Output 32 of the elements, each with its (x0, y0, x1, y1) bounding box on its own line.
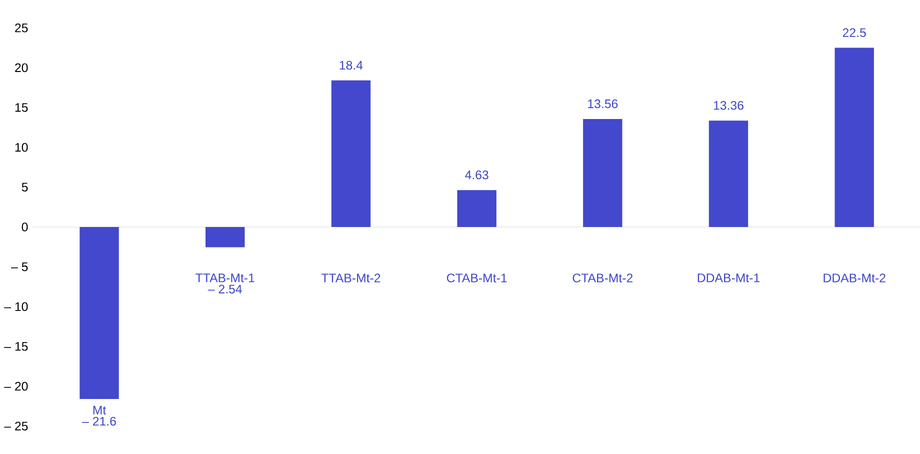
data-label: – 2.54 (208, 284, 242, 294)
data-label: 4.63 (465, 170, 488, 180)
bar (80, 226, 119, 400)
y-tick-label: 10 (15, 142, 28, 152)
x-tick-label: CTAB-Mt-1 (446, 274, 507, 282)
x-tick-label: Mt (93, 406, 106, 414)
bar (834, 48, 874, 227)
y-tick-label: 20 (15, 63, 28, 72)
x-tick-label: DDAB-Mt-1 (698, 274, 760, 282)
y-tick-label: 0 (22, 222, 28, 232)
bar (457, 190, 496, 227)
bar (708, 120, 748, 227)
y-tick-label: 25 (15, 24, 28, 32)
y-tick-label: 5 (22, 182, 28, 192)
data-label: – 21.6 (82, 416, 116, 426)
x-tick-label: TTAB-Mt-1 (196, 274, 254, 282)
x-tick-label: DDAB-Mt-2 (824, 274, 886, 282)
data-label: 22.5 (842, 28, 866, 37)
x-tick-label: CTAB-Mt-2 (572, 274, 633, 282)
bar (331, 80, 371, 227)
bar (583, 118, 622, 227)
x-tick-label: TTAB-Mt-2 (321, 274, 380, 282)
y-tick-label: – 20 (4, 382, 28, 391)
bar (206, 226, 245, 248)
data-label: 13.36 (714, 101, 744, 110)
y-tick-label: 15 (15, 103, 28, 112)
data-label: 18.4 (340, 60, 363, 70)
data-label: 13.56 (588, 99, 618, 108)
y-tick-label: – 25 (4, 422, 28, 430)
y-tick-label: – 10 (4, 302, 28, 312)
y-tick-label: – 5 (11, 262, 28, 272)
y-tick-label: – 15 (4, 342, 28, 351)
